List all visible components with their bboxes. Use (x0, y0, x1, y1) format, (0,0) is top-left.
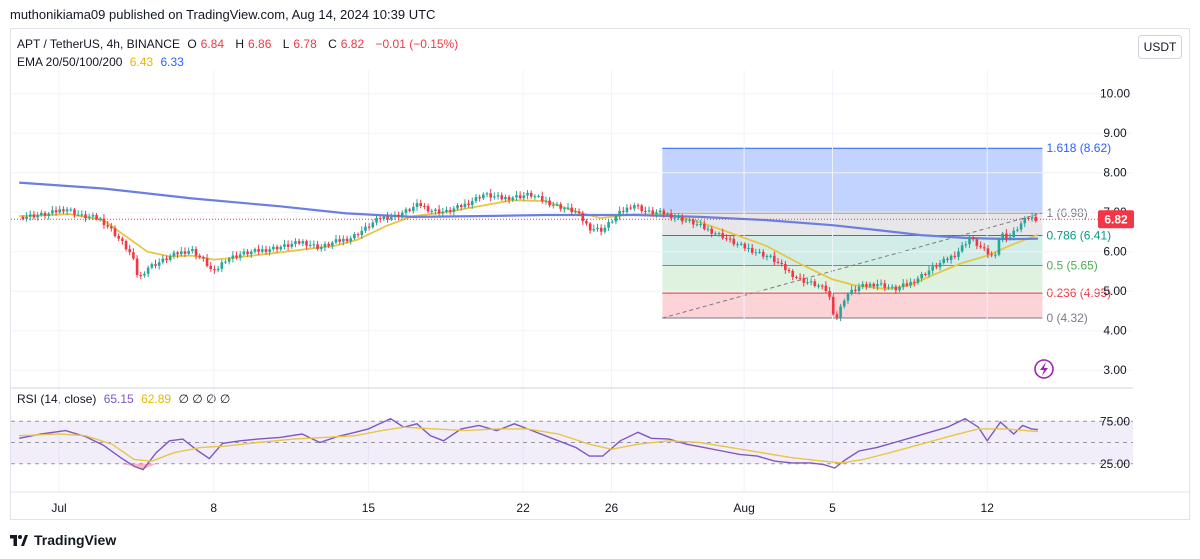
close-value: 6.82 (340, 37, 365, 51)
low-label: L (282, 37, 290, 51)
rsi-legend: RSI (14, close) 65.15 62.89 ∅ ∅ ∅ ∅ (17, 392, 234, 406)
rsi-label[interactable]: RSI (14, close) (17, 392, 97, 406)
high-value: 6.86 (248, 37, 272, 51)
rsi-extra-values: ∅ ∅ ∅ ∅ (178, 392, 231, 406)
ema-label[interactable]: EMA 20/50/100/200 (17, 55, 123, 69)
symbol-legend: APT / TetherUS, 4h, BINANCE O 6.84 H 6.86 … (17, 37, 462, 51)
low-value: 6.78 (293, 37, 317, 51)
rsi-value-b: 62.89 (141, 392, 172, 406)
ema-value-a: 6.43 (129, 55, 154, 69)
change-value: −0.01 (−0.15%) (375, 37, 459, 51)
publisher-line: muthonikiama09 published on TradingView.… (10, 7, 436, 22)
close-label: C (328, 37, 337, 51)
ema-value-b: 6.33 (160, 55, 184, 69)
chart-frame (10, 28, 1190, 520)
footer-brand: TradingView (10, 532, 116, 548)
open-label: O (187, 37, 197, 51)
ema-legend: EMA 20/50/100/200 6.43 6.33 (17, 55, 188, 69)
high-label: H (235, 37, 245, 51)
currency-button[interactable]: USDT (1138, 35, 1182, 59)
brand-name: TradingView (34, 532, 117, 548)
rsi-value-a: 65.15 (103, 392, 134, 406)
tradingview-logo-icon (10, 534, 28, 546)
symbol-label[interactable]: APT / TetherUS, 4h, BINANCE (17, 37, 180, 51)
open-value: 6.84 (200, 37, 225, 51)
